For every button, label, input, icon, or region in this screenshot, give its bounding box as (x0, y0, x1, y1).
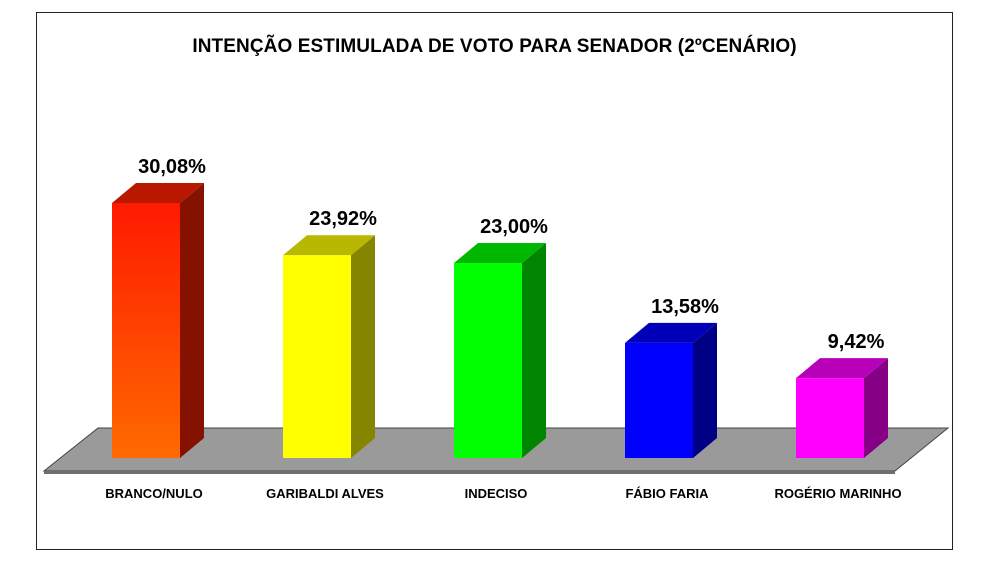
bar-front (283, 255, 351, 458)
chart-floor-edge (44, 471, 895, 474)
bar-side (522, 243, 546, 458)
bar-side (693, 322, 717, 458)
bar-top (283, 235, 375, 256)
bar-1 (112, 183, 204, 458)
bar-side (864, 358, 888, 458)
bar-top (112, 183, 204, 203)
data-label: 30,08% (138, 156, 206, 178)
data-label: 13,58% (651, 296, 719, 318)
data-label: 23,92% (309, 208, 377, 230)
bar-top (625, 322, 717, 343)
category-label: INDECISO (465, 486, 528, 501)
chart-title: INTENÇÃO ESTIMULADA DE VOTO PARA SENADOR… (192, 36, 797, 57)
bar-4 (625, 322, 717, 458)
bar-3 (454, 243, 546, 458)
bar-front (796, 378, 864, 458)
category-label: ROGÉRIO MARINHO (774, 486, 901, 501)
data-label: 23,00% (480, 216, 548, 238)
bar-5 (796, 358, 888, 458)
category-label: GARIBALDI ALVES (266, 486, 384, 501)
bar-side (351, 235, 375, 458)
category-label: BRANCO/NULO (105, 486, 203, 501)
bar-front (112, 203, 180, 458)
bar-side (180, 183, 204, 458)
bar-front (625, 342, 693, 458)
bar-top (796, 358, 888, 379)
bar-front (454, 263, 522, 458)
data-label: 9,42% (828, 331, 885, 353)
category-label: FÁBIO FARIA (625, 486, 709, 501)
bar-2 (283, 235, 375, 458)
bar-top (454, 243, 546, 264)
